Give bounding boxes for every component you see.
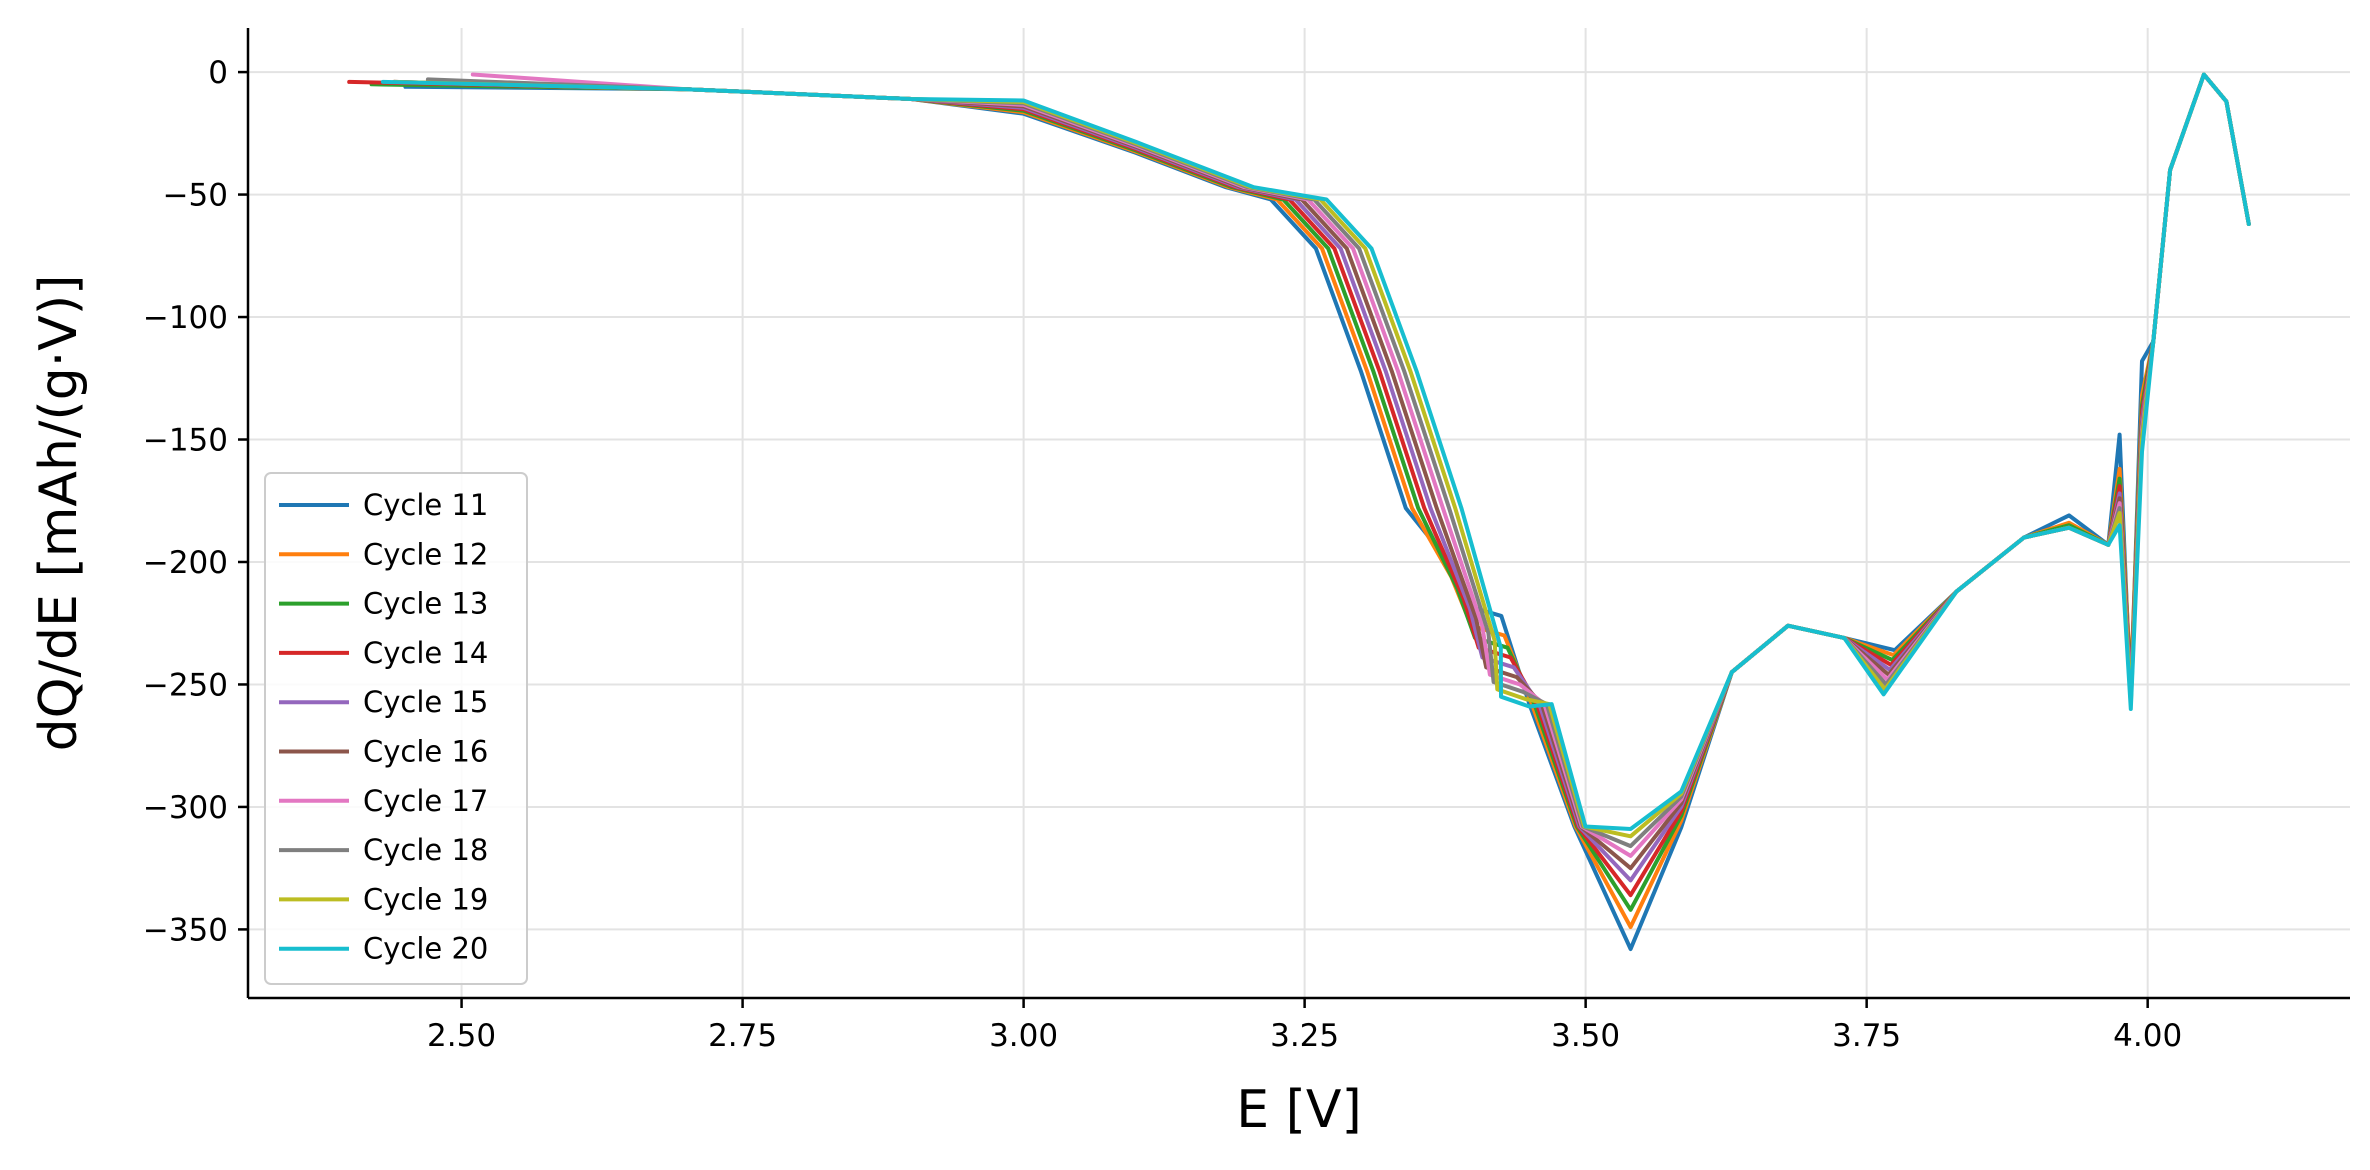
y-tick-label: −250 [143, 667, 228, 703]
series-layer [347, 72, 2251, 951]
y-tick-label: −200 [143, 545, 228, 581]
legend-label-cycle-12: Cycle 12 [363, 537, 488, 571]
y-tick-label: −50 [163, 178, 228, 214]
x-tick-label: 3.00 [989, 1018, 1058, 1054]
x-tick-label: 3.25 [1270, 1018, 1339, 1054]
legend-label-cycle-17: Cycle 17 [363, 784, 488, 818]
legend-label-cycle-13: Cycle 13 [363, 587, 488, 621]
y-tick-label: 0 [208, 55, 228, 91]
x-tick-label: 2.75 [708, 1018, 777, 1054]
series-line-cycle-20 [380, 72, 2251, 831]
legend-label-cycle-20: Cycle 20 [363, 932, 488, 966]
legend-frame [264, 472, 528, 985]
ticks-layer: 2.50 2.75 3.00 3.25 3.50 3.75 4.00 0 −50 −100 −150… [143, 55, 2182, 1054]
x-tick-label: 3.50 [1551, 1018, 1620, 1054]
legend-label-cycle-11: Cycle 11 [363, 488, 488, 522]
series-line-cycle-18 [425, 72, 2251, 849]
y-axis-label: dQ/dE [mAh/(g·V)] [29, 275, 89, 752]
y-tick-label: −350 [143, 912, 228, 948]
legend-label-cycle-16: Cycle 16 [363, 735, 488, 769]
y-tick-label: −300 [143, 790, 228, 826]
legend-label-cycle-15: Cycle 15 [363, 685, 488, 719]
series-line-cycle-17 [470, 72, 2251, 858]
legend-label-cycle-19: Cycle 19 [363, 882, 488, 916]
x-axis-label: E [V] [1236, 1080, 1362, 1140]
axes-layer [246, 28, 2350, 1000]
grid-layer [248, 28, 2350, 998]
y-tick-label: −100 [143, 300, 228, 336]
x-tick-label: 3.75 [1832, 1018, 1901, 1054]
y-tick-label: −150 [143, 423, 228, 459]
legend-label-cycle-18: Cycle 18 [363, 833, 488, 867]
series-line-cycle-19 [392, 72, 2251, 839]
legend-label-cycle-14: Cycle 14 [363, 636, 488, 670]
series-line-cycle-16 [392, 72, 2251, 871]
x-tick-label: 2.50 [427, 1018, 496, 1054]
x-tick-label: 4.00 [2113, 1018, 2182, 1054]
legend: Cycle 11 Cycle 12 Cycle 13 Cycle 14 Cycle 15… [264, 472, 528, 985]
